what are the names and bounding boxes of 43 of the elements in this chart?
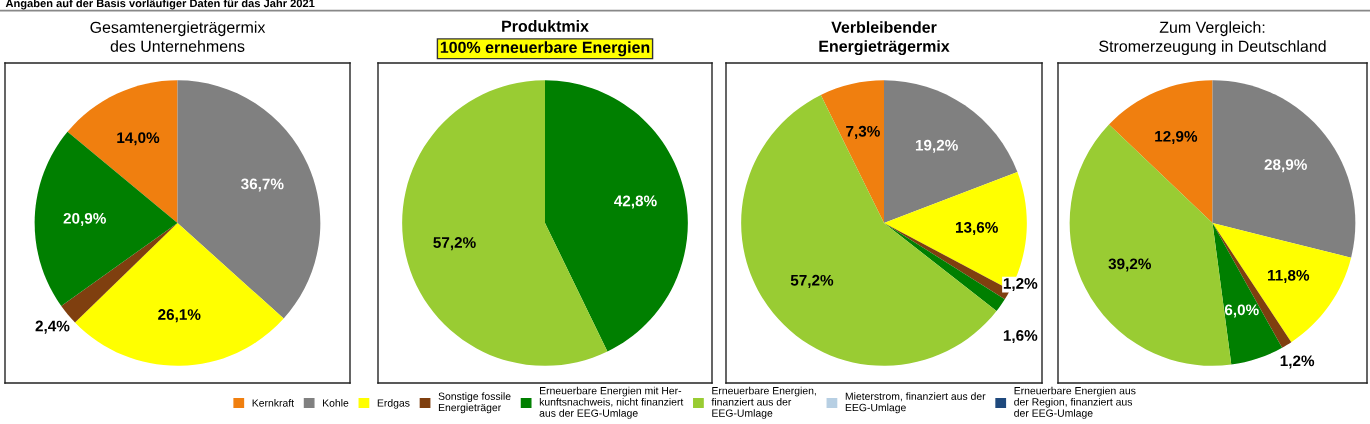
legend-label: Erdgas xyxy=(377,399,410,409)
legend-label: Mieterstrom, finanziert aus der EEG-Umlage xyxy=(845,392,986,414)
data-label: 14,0% xyxy=(117,132,160,146)
data-label: 57,2% xyxy=(433,237,476,251)
text: Angaben auf der Basis vorläufiger Daten für das Jahr 2021 xyxy=(5,0,315,10)
legend-label: Erneuerbare Energien mit Her- kunftsnachweis, nicht finanziert aus der EEG-Umlage xyxy=(539,386,684,419)
pie-slice xyxy=(884,223,1005,312)
legend-label: Erneuerbare Energien, finanziert aus der EEG-Umlage xyxy=(711,386,816,419)
data-label: 20,9% xyxy=(63,212,106,226)
data-label: 7,3% xyxy=(846,125,880,139)
data-label: 1,6% xyxy=(1003,330,1038,344)
data-label: 1,2% xyxy=(1003,278,1038,292)
data-label: 11,8% xyxy=(1268,269,1310,283)
chart-title: Gesamtenergieträgermix des Unternehmens xyxy=(90,21,266,52)
pie-slice xyxy=(884,80,1018,223)
data-label: 13,6% xyxy=(955,221,998,235)
legend-label: Erneuerbare Energien aus der Region, finanziert aus der EEG-Umlage xyxy=(1014,386,1136,419)
pie-slice xyxy=(1108,80,1213,223)
legend-label: Sonstige fossile Energieträger xyxy=(438,392,511,414)
data-label: 39,2% xyxy=(1108,258,1152,272)
pie-slice xyxy=(820,80,884,223)
legend-label: Kernkraft xyxy=(252,399,294,407)
chart-title: Zum Vergleich: Stromerzeugung in Deutschland xyxy=(1099,21,1326,56)
chart-title: Verbleibender Energieträgermix xyxy=(819,21,950,56)
data-label: 6,0% xyxy=(1224,304,1259,318)
data-label: 57,2% xyxy=(790,274,834,288)
legend-label: Kohle xyxy=(323,399,349,407)
chart-title: Produktmix xyxy=(502,20,589,32)
data-label: 36,7% xyxy=(241,178,284,192)
data-label: 12,9% xyxy=(1155,130,1198,144)
data-label: 42,8% xyxy=(614,195,657,209)
pie-slice xyxy=(34,131,178,306)
data-label: 1,2% xyxy=(1280,355,1315,369)
chart-subtitle: 100% erneuerbare Energien xyxy=(440,41,650,57)
pie-slice xyxy=(1212,80,1356,258)
data-label: 26,1% xyxy=(158,309,201,323)
pie-slice xyxy=(402,80,608,366)
data-label: 2,4% xyxy=(35,320,70,334)
pie-slice xyxy=(741,94,997,366)
pie-slice xyxy=(545,80,688,352)
data-label: 28,9% xyxy=(1264,159,1307,173)
data-label: 19,2% xyxy=(915,139,958,153)
pie-slice xyxy=(1212,223,1352,343)
